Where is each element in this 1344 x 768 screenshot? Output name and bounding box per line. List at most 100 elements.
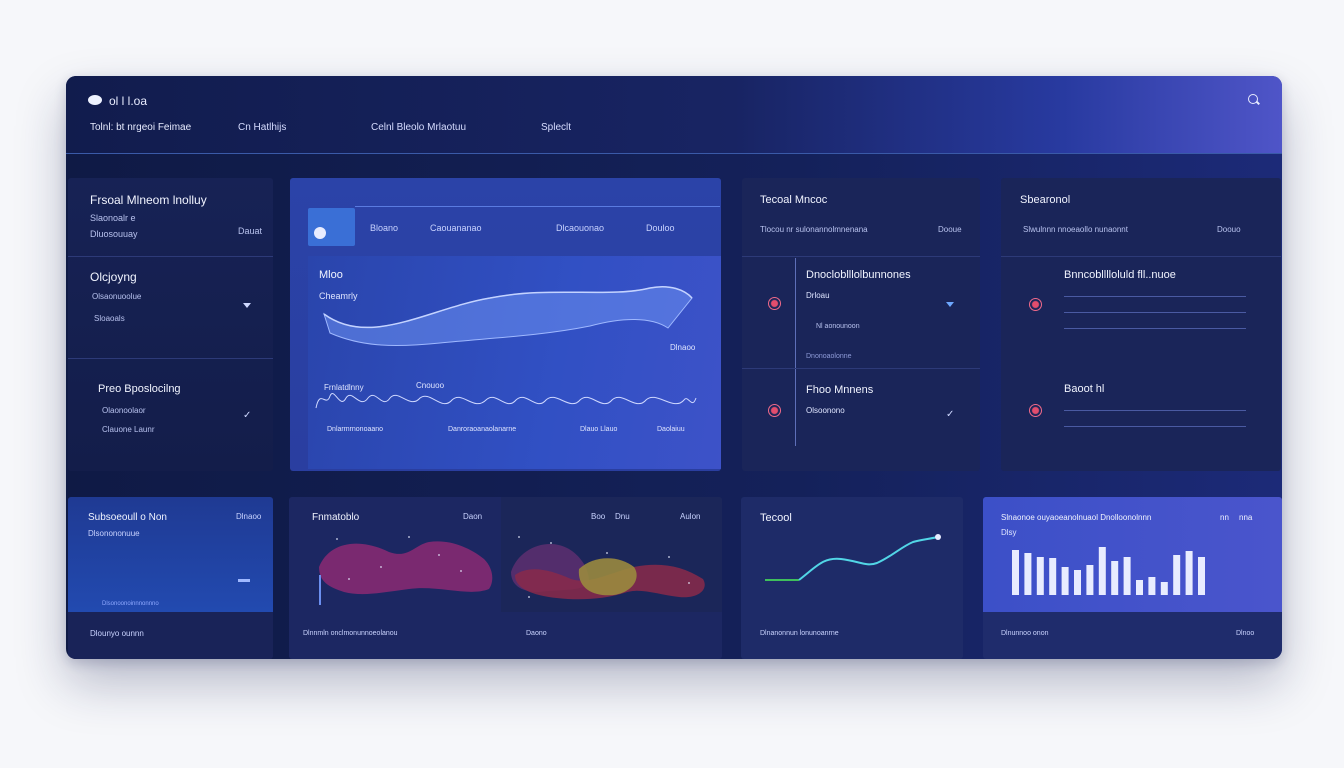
edit-icon[interactable]: ✓: [243, 410, 252, 421]
section-item[interactable]: Clauone Launr: [102, 425, 155, 434]
section-title: Preo Bposlocilng: [98, 383, 181, 395]
panel-subtitle: Slwulnnn nnoeaollo nunaonnt: [1023, 225, 1128, 234]
edit-icon[interactable]: ✓: [946, 409, 955, 420]
heat-point: [518, 536, 520, 538]
axis-label: Dlauo Llauo: [580, 426, 618, 433]
panel-title: Subsoeoull o Non: [88, 512, 167, 523]
bar-4: [1049, 558, 1057, 595]
row-subtitle: Olsoonono: [806, 406, 845, 415]
bar-9: [1111, 561, 1119, 595]
panel-title: Tecoal Mncoc: [760, 194, 828, 206]
panel-subtitle: Dlsonononuue: [88, 529, 140, 538]
panel-heatmap: Fnmatoblo Daon Boo Dnu Aulon Dlnnmln onc…: [289, 497, 722, 659]
panel-meta: Dlnaoo: [236, 512, 262, 521]
bar-16: [1198, 557, 1205, 595]
heat-point: [348, 578, 350, 580]
panel-meta: Aulon: [680, 512, 701, 521]
heat-point: [550, 542, 552, 544]
bar-15: [1185, 551, 1193, 595]
bar-5: [1061, 567, 1069, 595]
panel-meta: Daon: [463, 512, 483, 521]
dropdown-label[interactable]: Olsaonuoolue: [92, 292, 142, 301]
bar-7: [1086, 565, 1094, 595]
bar-10: [1123, 557, 1131, 595]
heat-point: [688, 582, 690, 584]
row-meta: Nl aonounoon: [816, 323, 860, 330]
chevron-down-icon[interactable]: [243, 303, 251, 308]
row-title: Dnocloblllolbunnones: [806, 269, 911, 281]
divider: [742, 256, 980, 257]
search-icon[interactable]: [1248, 94, 1258, 104]
tab-monitor[interactable]: Celnl Bleolo Mrlaotuu: [371, 122, 467, 133]
divider: [1001, 256, 1281, 257]
user-icon: [314, 227, 326, 239]
oscillation-line: [315, 393, 697, 409]
tab-overview[interactable]: Tolnl: bt nrgeoi Feimae: [90, 122, 192, 133]
panel-footer: Dlnanonnun lonunoanrne: [760, 630, 839, 637]
trend-chart: [765, 534, 941, 581]
trend-end-point: [935, 534, 941, 540]
heat-point: [438, 554, 440, 556]
filter-label[interactable]: Douloo: [646, 223, 675, 233]
panel-subtitle-2: Dluosouuay: [90, 229, 138, 239]
section-title: Olcjoyng: [90, 270, 137, 284]
panel-highlight: [68, 497, 273, 612]
bar-14: [1173, 555, 1181, 595]
panel-tracked: Tecoal Mncoc Tlocou nr sulonannolmnenana…: [742, 178, 980, 471]
progress-line: [1064, 312, 1246, 313]
chevron-down-icon[interactable]: [946, 302, 954, 307]
status-icon: [1029, 404, 1042, 417]
heat-point: [460, 570, 462, 572]
trend-line: [798, 536, 938, 581]
bar-12: [1148, 577, 1156, 595]
indicator: [238, 579, 250, 582]
logo-icon: [88, 95, 102, 105]
heat-shape-magenta: [319, 541, 493, 595]
chart-label: Cnouoo: [416, 381, 445, 390]
progress-line: [1064, 296, 1246, 297]
panel-meta: nn: [1220, 513, 1229, 522]
panel-footer: Dlnunnoo onon: [1001, 630, 1049, 637]
filter-label[interactable]: Bloano: [370, 223, 399, 233]
filter-label[interactable]: Dlcaouonao: [556, 223, 605, 233]
wave-chart: [315, 286, 697, 409]
divider: [68, 358, 273, 359]
chart-subtitle: Cheamrly: [319, 291, 358, 301]
axis-label: Daolaiuu: [657, 426, 685, 433]
tab-special[interactable]: Spleclt: [541, 122, 572, 133]
bar-1: [1012, 550, 1019, 595]
panel-search: Sbearonol Slwulnnn nnoeaollo nunaonnt Do…: [1001, 178, 1281, 471]
panel-meta: Doouo: [1217, 225, 1241, 234]
panel-meta: nna: [1239, 513, 1253, 522]
bar-8: [1098, 547, 1106, 595]
panel-footer: Dlnoo: [1236, 630, 1255, 637]
heat-point: [606, 552, 608, 554]
panel-title: Tecool: [760, 512, 792, 524]
panel-subtitle: Dlsy: [1001, 528, 1017, 537]
progress-line: [1064, 426, 1246, 427]
panel-subtitle: Tlocou nr sulonannolmnenana: [760, 225, 868, 234]
row-title: Baoot hl: [1064, 383, 1105, 395]
heat-point: [668, 556, 670, 558]
bar-6: [1074, 570, 1081, 595]
wave-line: [323, 286, 693, 329]
heat-point: [336, 538, 338, 540]
panel-title: Slnaonoe ouyaoeanolnuaol Dnolloonolnnn: [1001, 513, 1152, 522]
panel-meta: Dauat: [238, 226, 263, 236]
panel-subscriptions: Subsoeoull o Non Dlnaoo Dlsonononuue Dls…: [68, 497, 273, 659]
panel-bars: Slnaonoe ouyaoeanolnuaol Dnolloonolnnn n…: [983, 497, 1282, 659]
row-subtitle[interactable]: Drloau: [806, 291, 830, 300]
panel-meta: Boo: [591, 512, 606, 521]
panel-subtitle: Slaonoalr e: [90, 213, 136, 223]
heat-point: [528, 596, 530, 598]
tab-health[interactable]: Cn Hatlhijs: [238, 122, 287, 133]
filter-label[interactable]: Caouananao: [430, 223, 482, 233]
bar-11: [1136, 580, 1143, 595]
bar-2: [1024, 553, 1032, 595]
progress-line: [1064, 328, 1246, 329]
top-header: ol l l.oa Tolnl: bt nrgeoi Feimae Cn Hat…: [66, 76, 1282, 154]
section-item[interactable]: Olaonoolaor: [102, 406, 146, 415]
panel-title: Fnmatoblo: [312, 512, 360, 523]
app-title: ol l l.oa: [109, 94, 148, 108]
panel-footer: Dlounyo ounnn: [90, 629, 144, 638]
